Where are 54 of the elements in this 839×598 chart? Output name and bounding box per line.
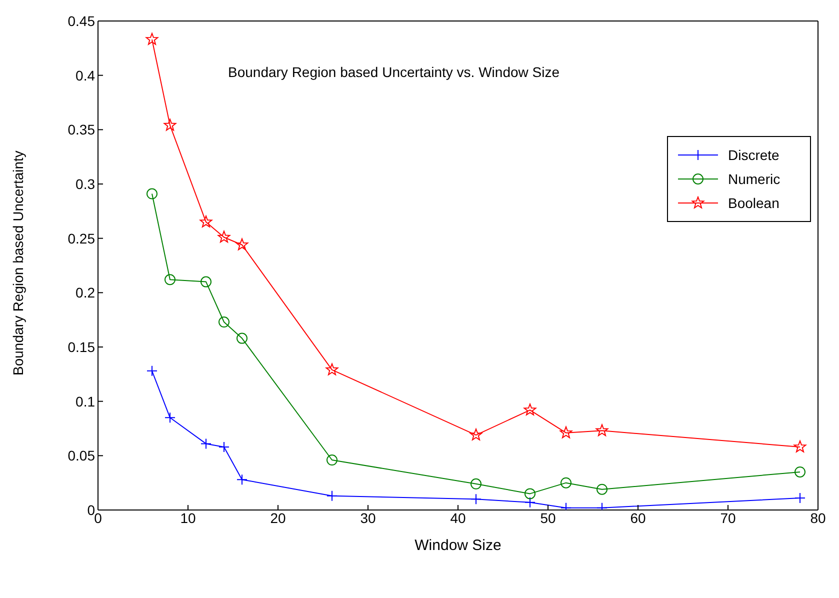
point xyxy=(200,276,212,288)
point xyxy=(794,466,806,478)
point xyxy=(524,496,536,508)
x-tick-label: 80 xyxy=(810,510,826,526)
point xyxy=(146,32,158,45)
point xyxy=(218,316,230,328)
y-tick-label: 0.45 xyxy=(68,12,96,29)
y-tick-label: 0.15 xyxy=(68,338,96,355)
point xyxy=(164,118,176,131)
x-tick-label: 20 xyxy=(270,510,286,526)
point xyxy=(596,424,608,436)
point xyxy=(218,441,230,452)
point xyxy=(560,477,572,488)
x-tick-label: 30 xyxy=(360,510,376,526)
y-tick-label: 0.05 xyxy=(68,448,96,464)
point xyxy=(146,365,158,376)
point xyxy=(470,478,482,490)
y-tick-label: 0.3 xyxy=(76,176,96,192)
point xyxy=(146,188,158,200)
y-tick-label: 0.25 xyxy=(68,230,96,246)
x-tick-label: 50 xyxy=(540,510,556,526)
point xyxy=(236,474,248,486)
y-tick-label: 0.4 xyxy=(76,67,96,84)
point xyxy=(326,490,338,502)
point xyxy=(524,488,536,500)
point xyxy=(326,454,338,466)
x-tick-label: 40 xyxy=(450,510,466,526)
point xyxy=(596,484,608,495)
point xyxy=(236,238,248,250)
point xyxy=(794,440,806,452)
legend-label: Boolean xyxy=(728,195,780,211)
point xyxy=(236,332,248,344)
x-axis-title: Window Size xyxy=(414,537,502,554)
point xyxy=(164,412,176,424)
x-tick-label: 70 xyxy=(720,510,736,526)
point xyxy=(164,274,176,286)
x-tick-label: 10 xyxy=(180,510,196,526)
y-tick-label: 0.2 xyxy=(76,284,96,301)
point xyxy=(524,404,536,416)
point xyxy=(200,216,212,228)
x-tick-label: 60 xyxy=(630,510,646,526)
legend-label: Discrete xyxy=(728,147,780,163)
point xyxy=(560,426,572,438)
point xyxy=(218,230,230,243)
text: Boundary Region based Uncertainty vs. Window Size xyxy=(228,64,560,80)
y-tick-label: 0.1 xyxy=(76,393,96,410)
y-tick-label: 0.35 xyxy=(68,122,96,138)
point xyxy=(470,494,482,505)
point xyxy=(326,363,338,376)
point xyxy=(200,438,212,450)
point xyxy=(470,428,482,440)
point xyxy=(794,492,806,504)
y-axis-title: Boundary Region based Uncertainty xyxy=(10,150,26,376)
legend-label: Numeric xyxy=(728,171,782,187)
